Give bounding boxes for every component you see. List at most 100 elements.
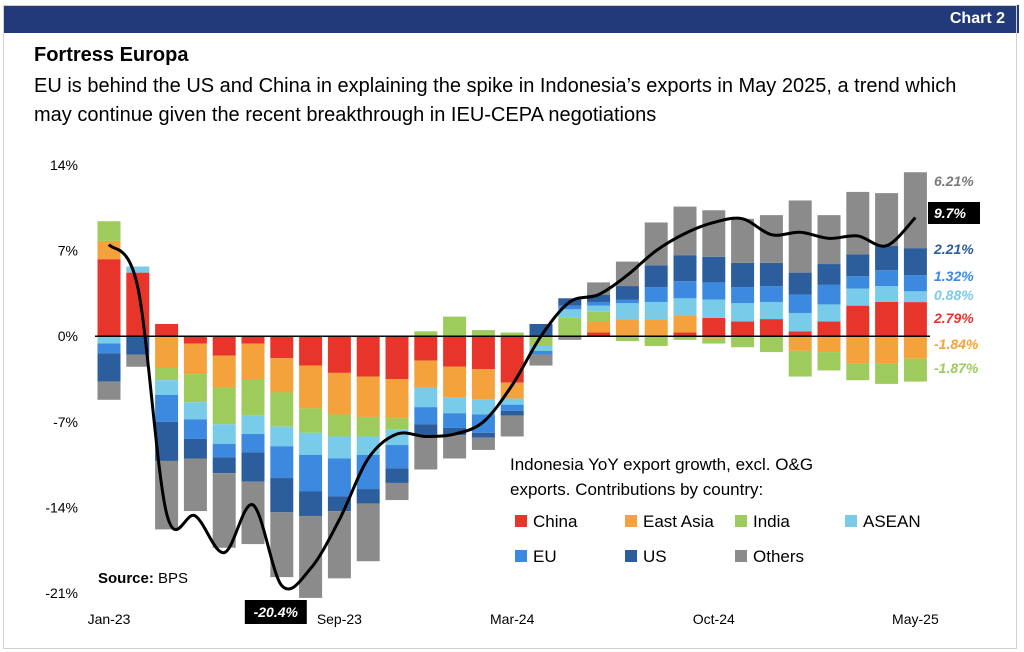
min-annotation-label: -20.4% xyxy=(254,604,299,620)
legend-label-east-asia: East Asia xyxy=(643,512,714,531)
bar-segment-eu xyxy=(673,281,697,299)
bar-segment-india xyxy=(97,221,121,241)
bar-segment-india xyxy=(183,374,207,403)
bar-segment-asean xyxy=(702,299,726,318)
bar-segment-india xyxy=(327,414,351,437)
bar-segment-others xyxy=(356,503,380,562)
bar-segment-east-asia xyxy=(875,336,899,364)
legend-label-eu: EU xyxy=(533,547,557,566)
bar-segment-china xyxy=(702,317,726,337)
bar-segment-us xyxy=(500,410,524,416)
legend-title-line-2: exports. Contributions by country: xyxy=(510,480,763,499)
bar-segment-asean xyxy=(270,426,294,447)
bar-segment-others xyxy=(903,172,927,249)
bar-segment-india xyxy=(471,330,495,337)
bar-segment-east-asia xyxy=(385,379,409,419)
bar-segment-asean xyxy=(97,336,121,344)
legend-title-line-1: Indonesia YoY export growth, excl. O&G xyxy=(510,455,813,474)
bar-segment-india xyxy=(241,379,265,416)
end-label-asean: 0.88% xyxy=(934,287,974,303)
bar-segment-india xyxy=(443,316,467,337)
bar-segment-us xyxy=(875,245,899,271)
bar-segment-east-asia xyxy=(846,336,870,364)
y-tick-label: 7% xyxy=(58,243,78,259)
bar-segment-east-asia xyxy=(587,321,611,333)
legend-swatch-india xyxy=(735,515,747,527)
bar-segment-china xyxy=(875,301,899,337)
y-tick-label: 14% xyxy=(50,157,78,173)
bar-segment-others xyxy=(788,200,812,273)
end-label-east-asia: -1.84% xyxy=(934,336,979,352)
bar-segment-asean xyxy=(443,397,467,414)
bar-segment-us xyxy=(126,336,150,355)
bar-segment-asean xyxy=(558,309,582,318)
bar-segment-asean xyxy=(500,398,524,405)
bar-segment-us xyxy=(155,421,179,461)
y-tick-label: -7% xyxy=(53,414,78,430)
bar-segment-india xyxy=(731,336,755,348)
chart-tag: Chart 2 xyxy=(949,10,1005,27)
bar-segment-asean xyxy=(471,399,495,415)
bar-segment-china xyxy=(155,323,179,337)
bar-segment-eu xyxy=(875,270,899,287)
bar-segment-east-asia xyxy=(270,358,294,393)
bar-segment-others xyxy=(443,435,467,459)
bar-segment-others xyxy=(385,482,409,501)
bar-segment-others xyxy=(183,458,207,512)
bar-segment-china xyxy=(97,259,121,337)
bar-segment-china xyxy=(846,305,870,337)
bar-segment-asean xyxy=(644,301,668,320)
bar-segment-others xyxy=(270,512,294,578)
bar-segment-india xyxy=(529,336,553,346)
bar-segment-india xyxy=(788,350,812,377)
bar-segment-east-asia xyxy=(327,372,351,415)
bar-segment-asean xyxy=(903,291,927,303)
bar-segment-others xyxy=(759,215,783,263)
legend-label-others: Others xyxy=(753,547,804,566)
bar-segment-asean xyxy=(846,288,870,306)
bar-segment-asean xyxy=(183,402,207,420)
bar-segment-us xyxy=(385,468,409,483)
bar-segment-east-asia xyxy=(903,336,927,359)
bar-segment-others xyxy=(126,354,150,367)
bar-segment-us xyxy=(183,438,207,459)
bar-segment-us xyxy=(471,432,495,438)
bar-segment-others xyxy=(500,415,524,437)
y-tick-label: -21% xyxy=(45,585,78,601)
bar-segment-east-asia xyxy=(817,336,841,353)
bar-segment-eu xyxy=(558,305,582,310)
bar-segment-china xyxy=(788,331,812,337)
bar-segment-us xyxy=(759,262,783,287)
bar-segment-us xyxy=(903,248,927,276)
bar-segment-india xyxy=(615,336,639,342)
bar-segment-india xyxy=(270,392,294,427)
bar-segment-east-asia xyxy=(97,240,121,260)
bar-segment-asean xyxy=(817,304,841,322)
source-label: Source: xyxy=(98,570,154,587)
header-bar: Chart 2 xyxy=(3,5,1019,33)
bar-segment-east-asia xyxy=(673,315,697,333)
bar-segment-east-asia xyxy=(443,366,467,398)
legend-label-china: China xyxy=(533,512,578,531)
bar-segment-asean xyxy=(788,312,812,332)
x-tick-label: Jan-23 xyxy=(88,611,131,627)
bar-segment-eu xyxy=(644,287,668,302)
bar-segment-eu xyxy=(443,413,467,428)
bar-segment-us xyxy=(846,254,870,277)
bar-segment-eu xyxy=(356,454,380,490)
bar-segment-us xyxy=(587,294,611,302)
bar-segment-us xyxy=(356,489,380,504)
bar-segment-china xyxy=(299,336,323,366)
bar-segment-others xyxy=(529,354,553,366)
bar-segment-us xyxy=(270,478,294,513)
bar-segment-us xyxy=(241,452,265,482)
min-annotation-box xyxy=(244,600,307,624)
bar-segment-china xyxy=(471,336,495,370)
bar-segment-india xyxy=(558,317,582,337)
bar-segment-eu xyxy=(155,394,179,422)
chart-subtitle: EU is behind the US and China in explain… xyxy=(34,75,957,126)
bar-segment-eu xyxy=(270,446,294,479)
bar-segment-eu xyxy=(212,443,236,458)
bar-segment-eu xyxy=(241,434,265,453)
legend-swatch-us xyxy=(625,550,637,562)
